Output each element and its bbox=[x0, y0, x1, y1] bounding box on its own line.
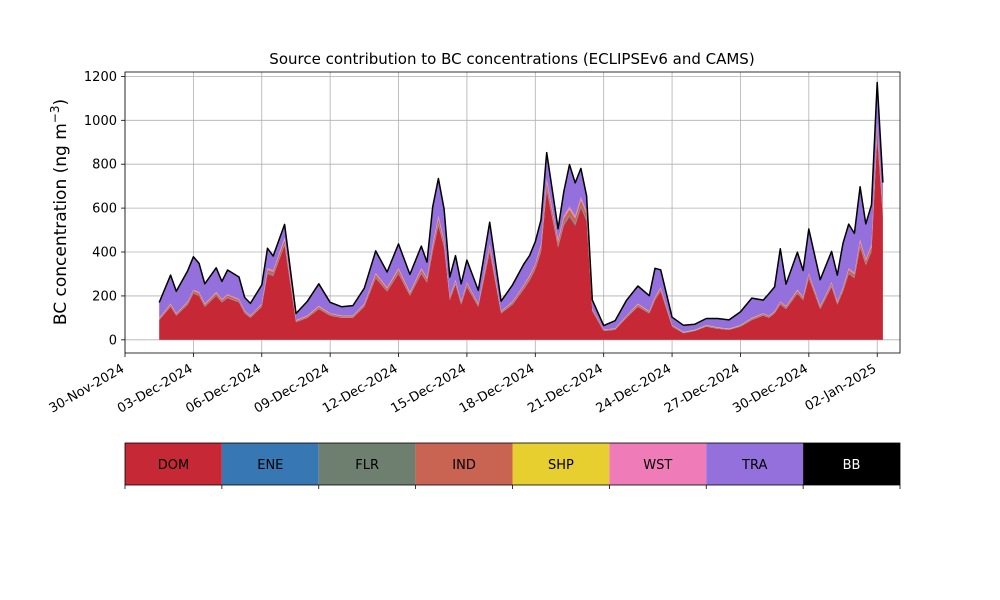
x-tick-label: 02-Jan-2025 bbox=[803, 361, 880, 414]
area-ind bbox=[159, 126, 883, 333]
legend-label-shp: SHP bbox=[548, 458, 574, 473]
legend-swatch-ene bbox=[221, 443, 319, 485]
y-tick-label: 400 bbox=[92, 246, 117, 261]
y-axis-label: BC concentration (ng m−3) bbox=[48, 99, 71, 325]
legend-label-wst: WST bbox=[643, 458, 672, 473]
chart-title: Source contribution to BC concentrations… bbox=[269, 50, 754, 68]
y-tick-label: 800 bbox=[92, 158, 117, 173]
x-tick-label: 27-Dec-2024 bbox=[662, 361, 742, 416]
y-tick-label: 1000 bbox=[84, 114, 117, 129]
stacked-areas bbox=[158, 81, 884, 340]
x-tick-label: 06-Dec-2024 bbox=[183, 361, 263, 416]
area-tra bbox=[159, 82, 883, 332]
area-dom bbox=[159, 137, 883, 340]
legend-swatch-dom bbox=[125, 443, 222, 485]
y-tick-label: 200 bbox=[92, 289, 117, 304]
legend-swatch-wst bbox=[609, 443, 707, 485]
plot-frame bbox=[124, 71, 901, 354]
x-tick-label: 30-Nov-2024 bbox=[47, 361, 127, 416]
legend-swatch-flr bbox=[318, 443, 416, 485]
legend-swatch-tra bbox=[706, 443, 804, 485]
x-tick-label: 24-Dec-2024 bbox=[594, 361, 674, 416]
legend-swatch-bb bbox=[803, 443, 900, 485]
y-axis-label-suffix: ) bbox=[51, 99, 71, 106]
y-tick-label: 600 bbox=[92, 202, 117, 217]
legend-label-bb: BB bbox=[843, 458, 861, 473]
x-tick-label: 15-Dec-2024 bbox=[389, 361, 469, 416]
legend-frame bbox=[124, 442, 901, 486]
total-outline bbox=[158, 81, 884, 327]
legend-swatch-shp bbox=[512, 443, 610, 485]
y-axis-label-main: BC concentration (ng m bbox=[51, 123, 71, 325]
x-tick-label: 03-Dec-2024 bbox=[115, 361, 195, 416]
axes: 0 200 400 600 800 1000 1200 30-Nov-202403-Dec-2… bbox=[47, 70, 901, 417]
legend-label-ene: ENE bbox=[257, 458, 283, 473]
legend-label-ind: IND bbox=[452, 458, 476, 473]
x-tick-label: 09-Dec-2024 bbox=[252, 361, 332, 416]
y-tick-label: 0 bbox=[109, 333, 117, 348]
x-tick-label: 21-Dec-2024 bbox=[525, 361, 605, 416]
legend-colorbar: DOM ENE FLR IND SHP WST TRA BB bbox=[124, 442, 901, 489]
x-tick-label: 30-Dec-2024 bbox=[730, 361, 810, 416]
legend-label-tra: TRA bbox=[741, 458, 767, 473]
x-tick-label: 18-Dec-2024 bbox=[457, 361, 537, 416]
legend-label-flr: FLR bbox=[355, 458, 379, 473]
x-tick-label: 12-Dec-2024 bbox=[320, 361, 400, 416]
legend-label-dom: DOM bbox=[158, 458, 189, 473]
y-axis-label-superscript: −3 bbox=[48, 105, 62, 123]
legend-swatch-ind bbox=[415, 443, 513, 485]
y-tick-label: 1200 bbox=[84, 70, 117, 85]
